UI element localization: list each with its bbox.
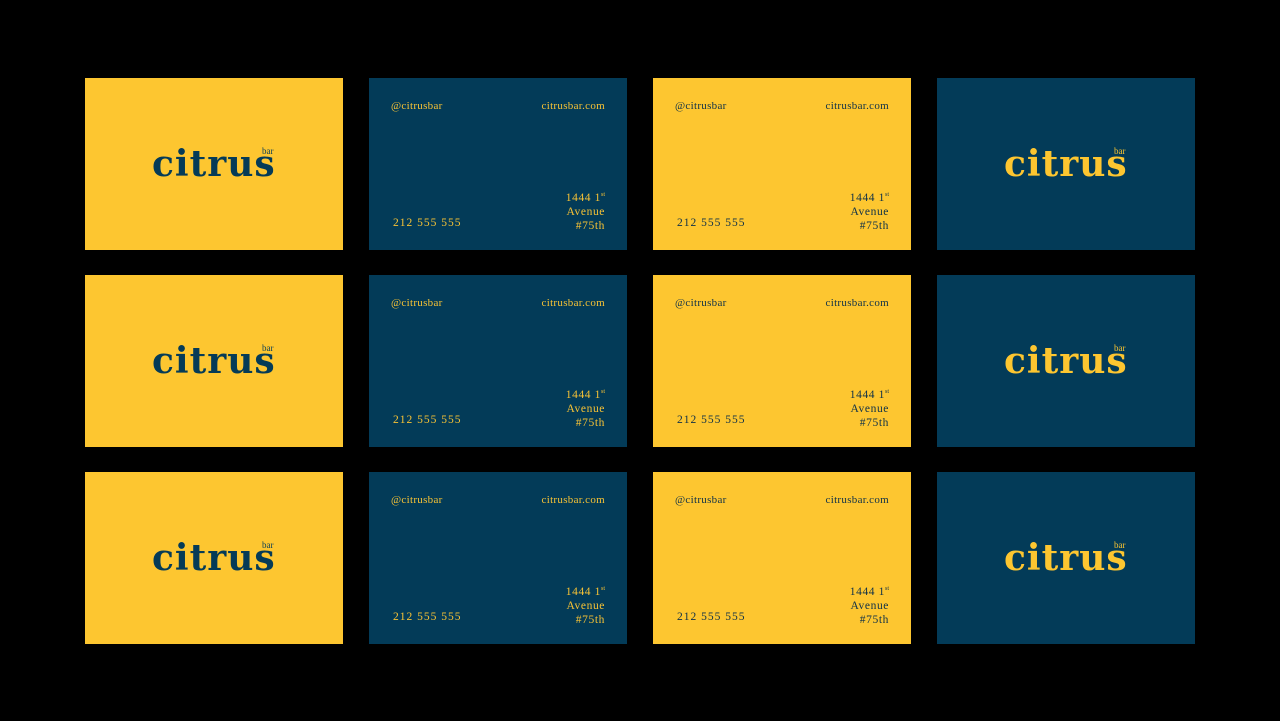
card-front-yellow: citrus bar xyxy=(85,78,343,250)
address-line-2: Avenue xyxy=(850,206,889,218)
social-handle: @citrusbar xyxy=(391,494,443,506)
address: 1444 1st Avenue #75th xyxy=(850,582,889,627)
bar-sublabel: bar xyxy=(1114,146,1126,156)
card-back-yellow: @citrusbar citrusbar.com 212 555 555 144… xyxy=(653,472,911,644)
social-handle: @citrusbar xyxy=(675,100,727,112)
citrus-logo: citrus xyxy=(1004,143,1128,185)
bar-sublabel: bar xyxy=(262,540,274,550)
address-line-3: #75th xyxy=(859,220,889,232)
phone-number: 212 555 555 xyxy=(393,611,462,623)
address: 1444 1st Avenue #75th xyxy=(566,188,605,233)
address-line-3: #75th xyxy=(575,220,605,232)
card-back-yellow: @citrusbar citrusbar.com 212 555 555 144… xyxy=(653,78,911,250)
bar-sublabel: bar xyxy=(262,343,274,353)
card-back-navy: @citrusbar citrusbar.com 212 555 555 144… xyxy=(369,275,627,447)
card-front-navy: citrus bar xyxy=(937,78,1195,250)
citrus-logo: citrus xyxy=(152,143,276,185)
bar-sublabel: bar xyxy=(1114,540,1126,550)
phone-number: 212 555 555 xyxy=(677,217,746,229)
social-handle: @citrusbar xyxy=(391,100,443,112)
address: 1444 1st Avenue #75th xyxy=(566,385,605,430)
social-handle: @citrusbar xyxy=(675,494,727,506)
address-line-3: #75th xyxy=(859,417,889,429)
address: 1444 1st Avenue #75th xyxy=(850,188,889,233)
address-line-1: 1444 1st xyxy=(849,389,889,401)
card-back-navy: @citrusbar citrusbar.com 212 555 555 144… xyxy=(369,472,627,644)
card-front-yellow: citrus bar xyxy=(85,472,343,644)
card-front-navy: citrus bar xyxy=(937,275,1195,447)
citrus-logo: citrus xyxy=(152,537,276,579)
phone-number: 212 555 555 xyxy=(393,414,462,426)
phone-number: 212 555 555 xyxy=(393,217,462,229)
business-card-grid: citrus bar @citrusbar citrusbar.com 212 … xyxy=(85,78,1195,644)
citrus-logo: citrus xyxy=(152,340,276,382)
address-line-1: 1444 1st xyxy=(849,192,889,204)
bar-sublabel: bar xyxy=(1114,343,1126,353)
website: citrusbar.com xyxy=(825,100,889,112)
address-line-3: #75th xyxy=(575,614,605,626)
address-line-2: Avenue xyxy=(566,403,605,415)
website: citrusbar.com xyxy=(541,494,605,506)
address-line-3: #75th xyxy=(859,614,889,626)
card-front-yellow: citrus bar xyxy=(85,275,343,447)
address-line-1: 1444 1st xyxy=(565,192,605,204)
website: citrusbar.com xyxy=(825,494,889,506)
card-front-navy: citrus bar xyxy=(937,472,1195,644)
social-handle: @citrusbar xyxy=(391,297,443,309)
address: 1444 1st Avenue #75th xyxy=(850,385,889,430)
address-line-2: Avenue xyxy=(566,206,605,218)
website: citrusbar.com xyxy=(541,100,605,112)
website: citrusbar.com xyxy=(825,297,889,309)
bar-sublabel: bar xyxy=(262,146,274,156)
citrus-logo: citrus xyxy=(1004,340,1128,382)
phone-number: 212 555 555 xyxy=(677,414,746,426)
citrus-logo: citrus xyxy=(1004,537,1128,579)
address-line-3: #75th xyxy=(575,417,605,429)
address-line-1: 1444 1st xyxy=(849,586,889,598)
address-line-1: 1444 1st xyxy=(565,389,605,401)
address: 1444 1st Avenue #75th xyxy=(566,582,605,627)
address-line-1: 1444 1st xyxy=(565,586,605,598)
card-back-navy: @citrusbar citrusbar.com 212 555 555 144… xyxy=(369,78,627,250)
social-handle: @citrusbar xyxy=(675,297,727,309)
address-line-2: Avenue xyxy=(850,600,889,612)
address-line-2: Avenue xyxy=(566,600,605,612)
address-line-2: Avenue xyxy=(850,403,889,415)
website: citrusbar.com xyxy=(541,297,605,309)
card-back-yellow: @citrusbar citrusbar.com 212 555 555 144… xyxy=(653,275,911,447)
phone-number: 212 555 555 xyxy=(677,611,746,623)
